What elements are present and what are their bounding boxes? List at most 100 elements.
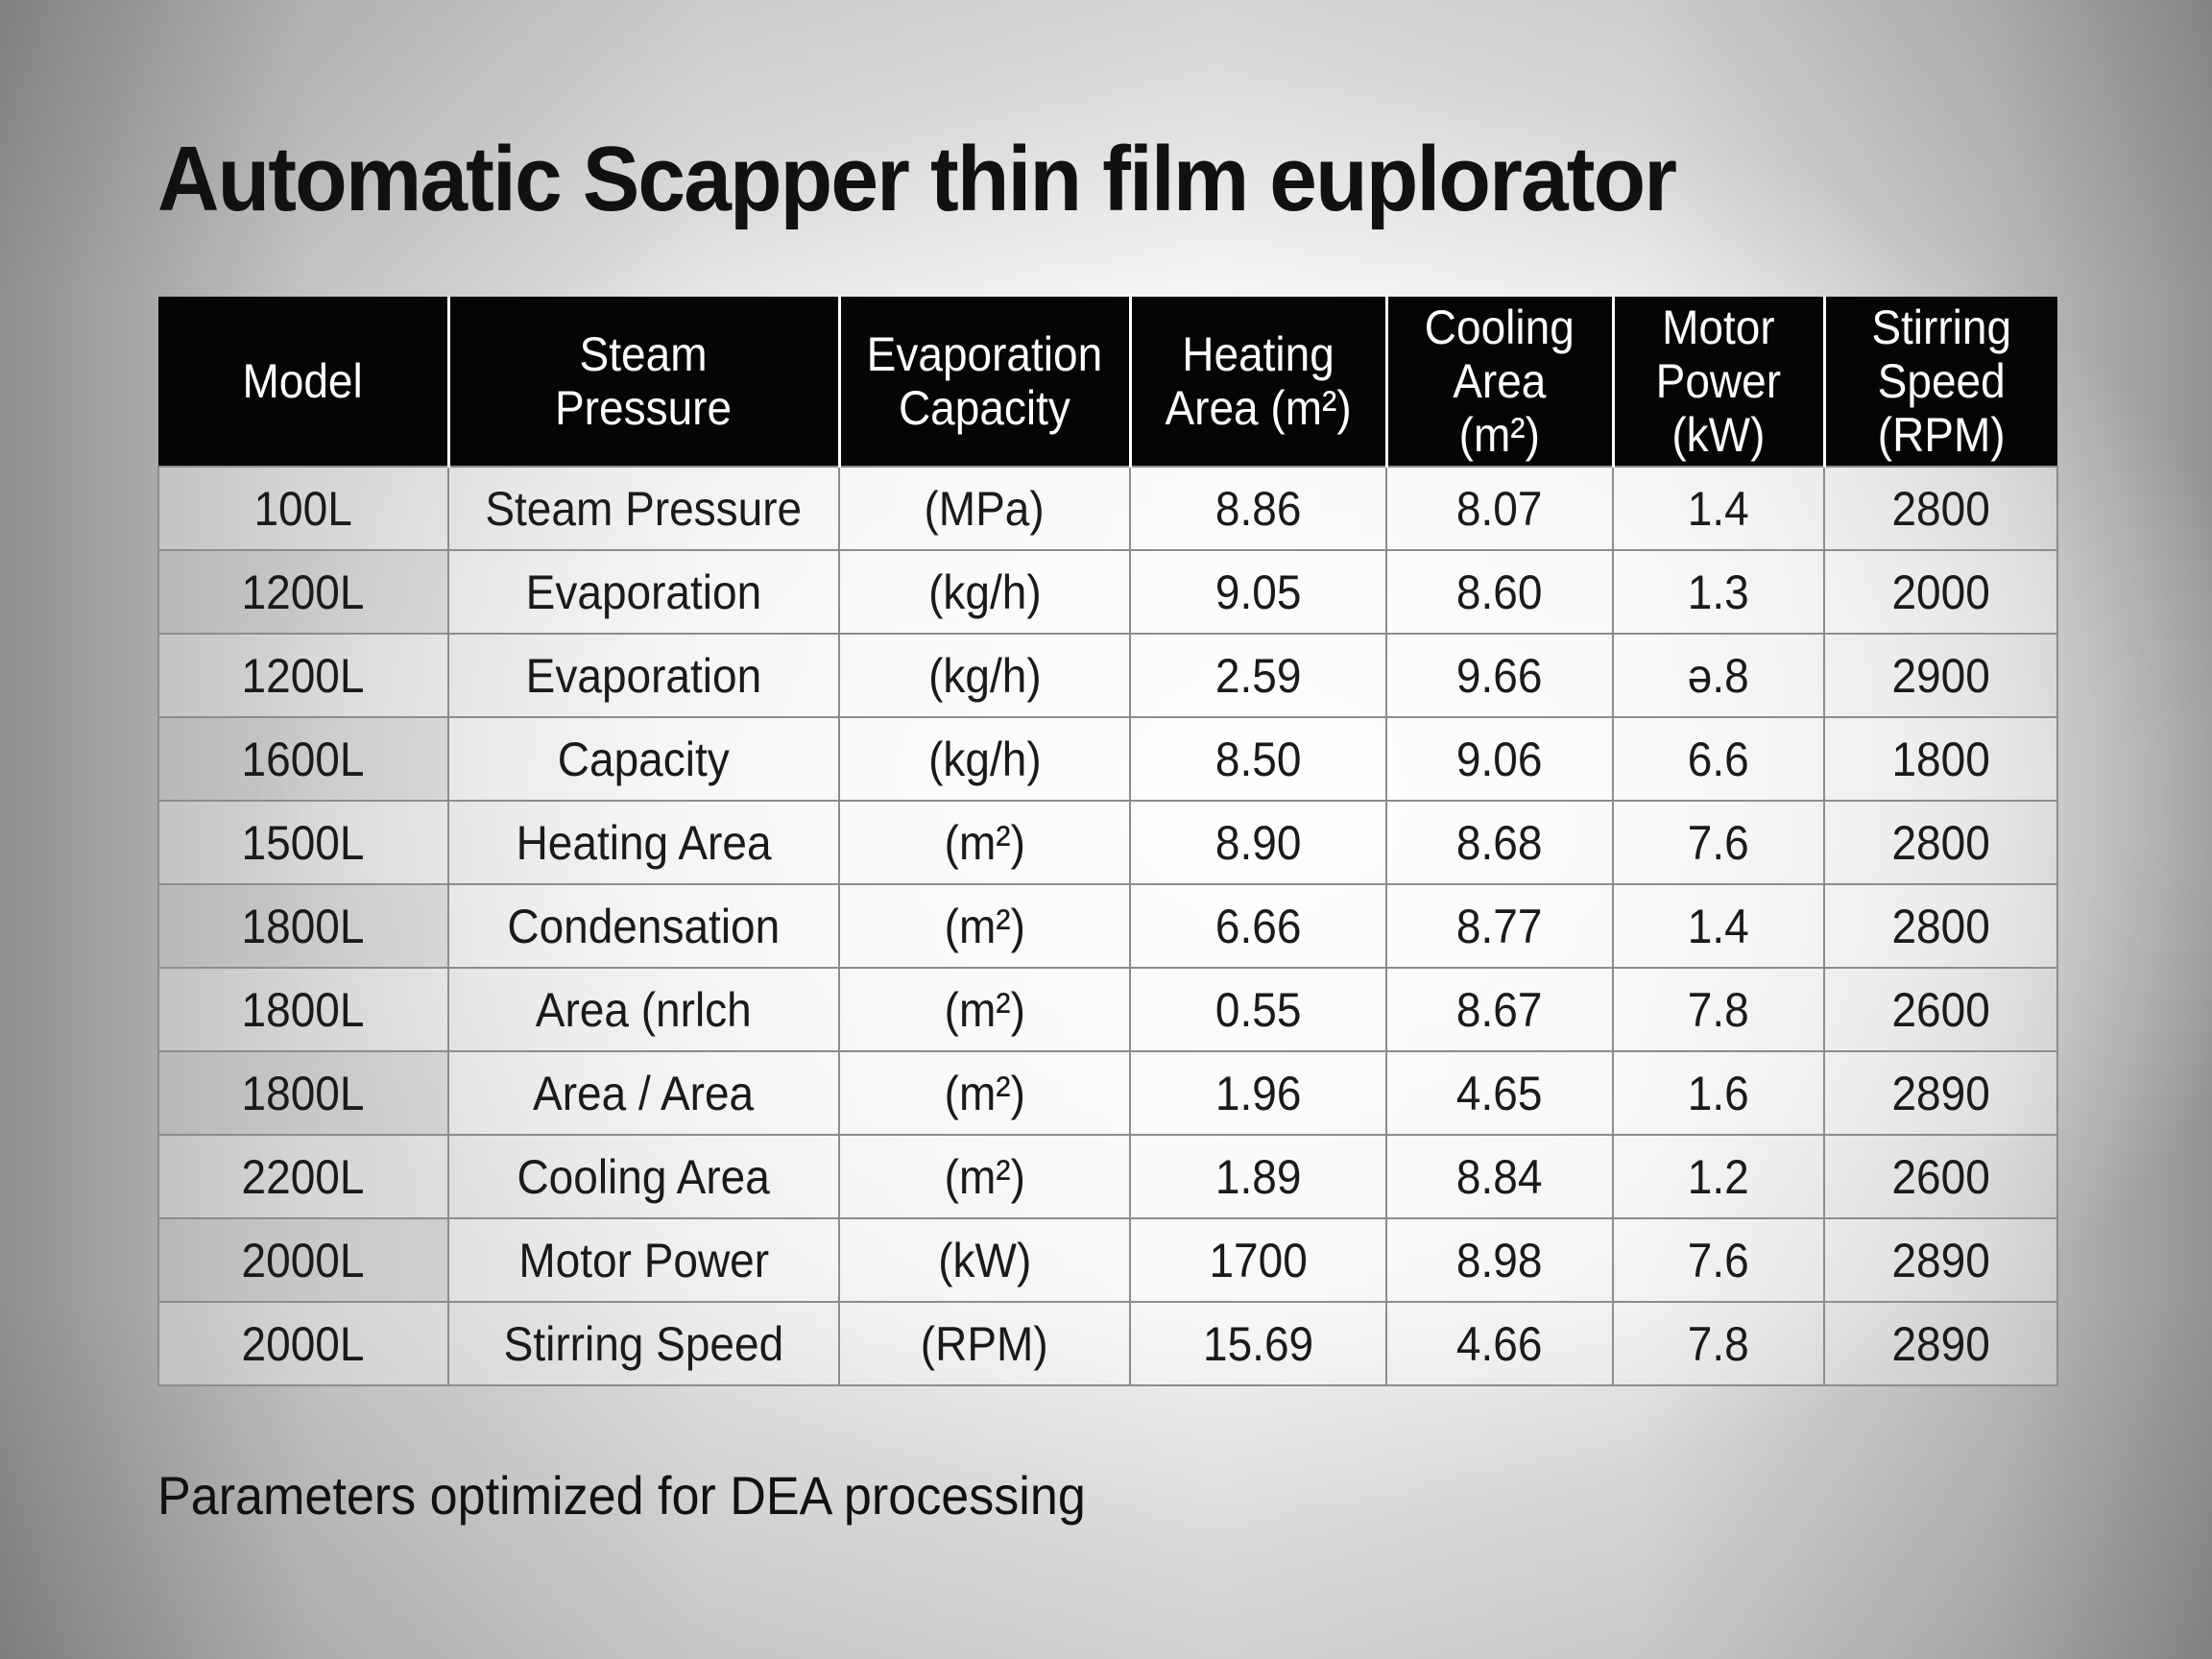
table-cell: 1.6 xyxy=(1612,1050,1825,1136)
table-cell-value: 1800L xyxy=(242,1066,365,1120)
table-cell-value: (kg/h) xyxy=(927,732,1042,786)
table-cell-value: 8.60 xyxy=(1456,565,1543,619)
table-cell: 2800 xyxy=(1823,466,2058,551)
spec-table: Model Steam Pressure Evaporation Capacity H… xyxy=(157,297,2058,1386)
table-cell-value: 2890 xyxy=(1891,1233,1990,1287)
table-cell-value: Heating Area xyxy=(516,815,772,870)
table-cell: 2000L xyxy=(157,1301,449,1386)
table-cell-value: Area (nrlch xyxy=(536,982,752,1037)
column-header-label: Motor Power (kW) xyxy=(1655,301,1782,462)
table-cell-value: (MPa) xyxy=(924,481,1046,536)
table-cell: 8.60 xyxy=(1385,549,1614,635)
column-header-label: Steam Pressure xyxy=(555,327,733,435)
table-cell: 8.67 xyxy=(1385,967,1614,1052)
column-header: Motor Power (kW) xyxy=(1611,297,1824,467)
table-cell-value: Motor Power xyxy=(518,1233,769,1287)
table-cell-value: ǝ.8 xyxy=(1688,648,1749,703)
table-cell-value: 2600 xyxy=(1891,1149,1990,1204)
table-cell-value: 1800L xyxy=(242,982,365,1037)
table-cell: 2600 xyxy=(1823,967,2058,1052)
table-cell: 6.6 xyxy=(1612,716,1825,802)
table-cell-value: Evaporation xyxy=(525,565,762,619)
table-cell-value: 1200L xyxy=(242,565,365,619)
table-header: Model Steam Pressure Evaporation Capacity H… xyxy=(158,297,2057,467)
table-cell-value: 1.4 xyxy=(1688,899,1749,953)
table-cell-value: 1800L xyxy=(242,899,365,953)
table-cell: 2800 xyxy=(1823,883,2058,969)
table-cell: 1600L xyxy=(157,716,449,802)
table-cell: 1500L xyxy=(157,800,449,885)
table-cell-value: 6.6 xyxy=(1688,732,1749,786)
header-row: Model Steam Pressure Evaporation Capacity H… xyxy=(158,297,2057,467)
table-cell: 2000 xyxy=(1823,549,2058,635)
table-cell-value: (RPM) xyxy=(921,1316,1048,1371)
table-cell: 1200L xyxy=(157,549,449,635)
table-cell: 15.69 xyxy=(1129,1301,1387,1386)
table-cell: 1.89 xyxy=(1129,1134,1387,1219)
table-cell-value: 2000 xyxy=(1891,565,1990,619)
table-cell: 1800L xyxy=(157,1050,449,1136)
table-cell: 1800L xyxy=(157,883,449,969)
table-cell: (m²) xyxy=(838,1134,1131,1219)
table-cell-value: 2890 xyxy=(1891,1066,1990,1120)
table-cell: Evaporation xyxy=(447,633,840,718)
table-cell-value: (m²) xyxy=(944,815,1025,870)
table-cell-value: 1700 xyxy=(1209,1233,1308,1287)
table-cell-value: 4.66 xyxy=(1456,1316,1543,1371)
table-cell-value: Evaporation xyxy=(525,648,762,703)
table-cell: (kg/h) xyxy=(838,549,1131,635)
table-cell-value: 15.69 xyxy=(1202,1316,1314,1371)
table-cell: (m²) xyxy=(838,967,1131,1052)
table-cell: Cooling Area xyxy=(447,1134,840,1219)
table-cell: 1800 xyxy=(1823,716,2058,802)
table-cell-value: Stirring Speed xyxy=(503,1316,784,1371)
table-cell: 1.96 xyxy=(1129,1050,1387,1136)
table-cell-value: 8.50 xyxy=(1214,732,1302,786)
table-cell: 4.66 xyxy=(1385,1301,1614,1386)
table-cell-value: 2800 xyxy=(1891,815,1990,870)
table-row: 2000L Stirring Speed (RPM) 15.69 4.66 7.8 2890 xyxy=(157,1301,2058,1386)
column-header: Evaporation Capacity xyxy=(837,297,1130,467)
table-cell-value: 1.2 xyxy=(1688,1149,1749,1204)
table-cell-value: Condensation xyxy=(507,899,781,953)
table-cell: 1.2 xyxy=(1612,1134,1825,1219)
column-header: Heating Area (m²) xyxy=(1128,297,1386,467)
table-cell-value: 4.65 xyxy=(1456,1066,1543,1120)
table-cell: 2000L xyxy=(157,1217,449,1303)
table-cell: 7.6 xyxy=(1612,800,1825,885)
table-cell: 2.59 xyxy=(1129,633,1387,718)
table-cell: 9.66 xyxy=(1385,633,1614,718)
page-title: Automatic Scapper thin film euplorator xyxy=(157,128,1677,230)
table-cell: (m²) xyxy=(838,1050,1131,1136)
table-cell: 9.05 xyxy=(1129,549,1387,635)
table-cell: Steam Pressure xyxy=(447,466,840,551)
table-cell-value: 9.06 xyxy=(1456,732,1543,786)
table-cell: ǝ.8 xyxy=(1612,633,1825,718)
table-cell: 8.98 xyxy=(1385,1217,1614,1303)
table-cell: 8.90 xyxy=(1129,800,1387,885)
table-cell-value: 8.68 xyxy=(1456,815,1543,870)
table-cell: Motor Power xyxy=(447,1217,840,1303)
table-cell: 4.65 xyxy=(1385,1050,1614,1136)
table-cell-value: 2800 xyxy=(1891,899,1990,953)
table-row: 1200L Evaporation (kg/h) 2.59 9.66 ǝ.8 2900 xyxy=(157,633,2058,718)
table-row: 1200L Evaporation (kg/h) 9.05 8.60 1.3 2000 xyxy=(157,549,2058,635)
table-cell-value: 9.66 xyxy=(1456,648,1543,703)
table-cell-value: (m²) xyxy=(944,1149,1025,1204)
footnote: Parameters optimized for DEA processing xyxy=(157,1465,1086,1526)
table-cell: 2600 xyxy=(1823,1134,2058,1219)
table-row: 1800L Area (nrlch (m²) 0.55 8.67 7.8 2600 xyxy=(157,967,2058,1052)
table-cell-value: 7.8 xyxy=(1688,1316,1749,1371)
table-cell: 7.8 xyxy=(1612,967,1825,1052)
table-cell: 2890 xyxy=(1823,1301,2058,1386)
table-cell-value: Area / Area xyxy=(533,1066,755,1120)
column-header-label: Cooling Area (m²) xyxy=(1425,301,1575,462)
table-cell-value: 9.05 xyxy=(1214,565,1302,619)
table-cell: 2200L xyxy=(157,1134,449,1219)
table-cell: Area (nrlch xyxy=(447,967,840,1052)
column-header: Steam Pressure xyxy=(446,297,839,467)
table-cell-value: 2600 xyxy=(1891,982,1990,1037)
table-cell: Heating Area xyxy=(447,800,840,885)
table-cell: 8.68 xyxy=(1385,800,1614,885)
table-row: 1500L Heating Area (m²) 8.90 8.68 7.6 2800 xyxy=(157,800,2058,885)
